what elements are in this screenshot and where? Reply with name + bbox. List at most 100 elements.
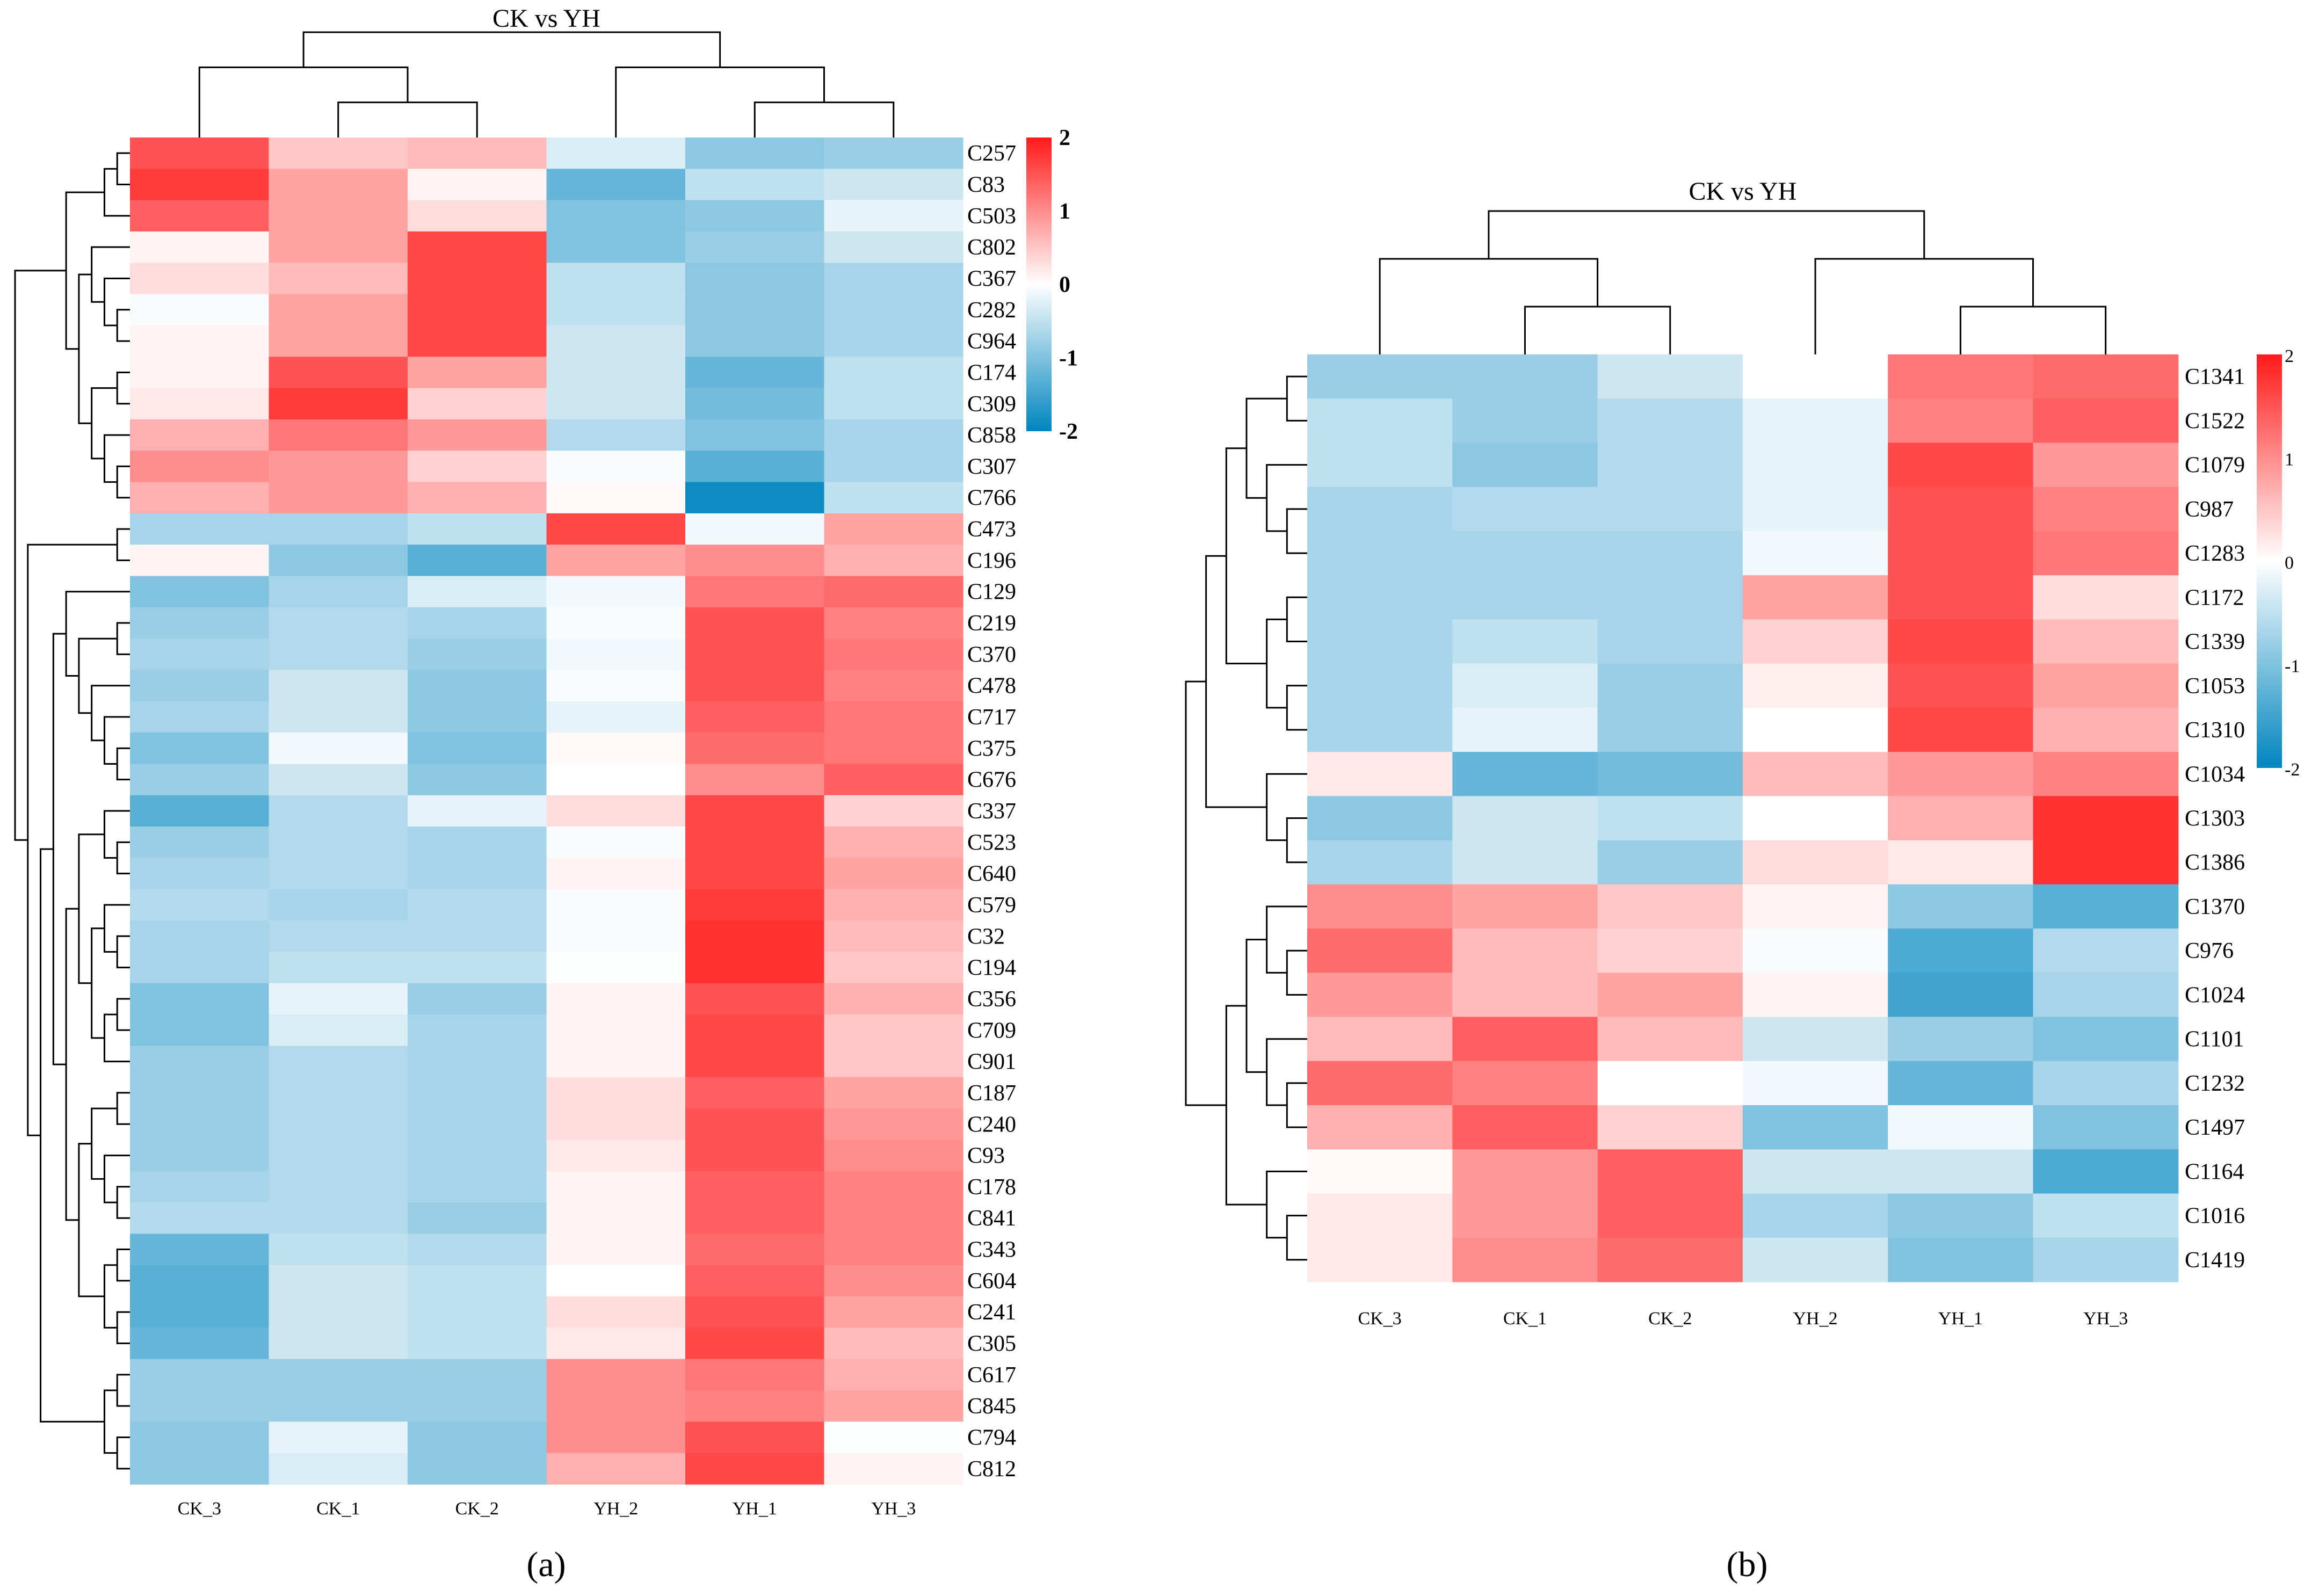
row-label: C367 — [967, 266, 1016, 291]
heatmap-cell — [2033, 1017, 2179, 1062]
heatmap-cell — [546, 169, 686, 201]
heatmap-cell — [1597, 1105, 1743, 1150]
row-label: C375 — [967, 736, 1016, 761]
heatmap-cell — [408, 1108, 547, 1141]
heatmap-cell — [1888, 663, 2034, 708]
heatmap-cell — [408, 920, 547, 953]
heatmap-cell — [1597, 1237, 1743, 1282]
heatmap-cell — [824, 451, 963, 483]
heatmap-cell — [1888, 1149, 2034, 1194]
row-label: C241 — [967, 1300, 1016, 1325]
row-label: C1341 — [2185, 365, 2245, 389]
row-dendrogram-link — [1266, 1170, 1307, 1239]
row-label: C1522 — [2185, 409, 2245, 433]
row-dendrogram-link — [116, 309, 130, 342]
row-dendrogram-link — [1185, 680, 1227, 1106]
heatmap-cell — [1452, 1237, 1598, 1282]
heatmap-cell — [408, 607, 547, 639]
heatmap-cell — [824, 795, 963, 827]
heatmap-cell — [1597, 752, 1743, 796]
heatmap-cell — [1888, 796, 2034, 841]
heatmap-cell — [269, 889, 408, 921]
heatmap-cell — [2033, 707, 2179, 752]
column-label: YH_1 — [733, 1499, 777, 1519]
column-dendrogram-link — [1959, 306, 2107, 354]
heatmap-cell — [546, 263, 686, 295]
heatmap-cell — [824, 1046, 963, 1078]
heatmap-cell — [824, 764, 963, 796]
column-dendrogram-link — [1524, 306, 1671, 354]
row-label: C579 — [967, 893, 1016, 918]
row-dendrogram-link — [1286, 1082, 1307, 1128]
heatmap-cell — [130, 732, 270, 765]
heatmap-cell — [269, 137, 408, 169]
heatmap-cell — [1452, 973, 1598, 1018]
row-label: C309 — [967, 392, 1016, 417]
heatmap-cell — [1888, 840, 2034, 885]
heatmap-cell — [1452, 1105, 1598, 1150]
heatmap-cell — [269, 1421, 408, 1454]
row-label: C976 — [2185, 939, 2234, 963]
heatmap-cell — [546, 231, 686, 263]
heatmap-cell — [1307, 575, 1453, 620]
heatmap-cell — [685, 1390, 825, 1422]
heatmap-cell — [546, 576, 686, 608]
row-dendrogram-link — [78, 273, 92, 424]
heatmap-cell — [685, 764, 825, 796]
heatmap-cell — [269, 325, 408, 357]
heatmap-cell — [824, 701, 963, 733]
heatmap-cell — [824, 1077, 963, 1109]
heatmap-cell — [1888, 1105, 2034, 1150]
heatmap-cell — [1452, 1193, 1598, 1238]
heatmap-cell — [2033, 619, 2179, 664]
column-label: YH_3 — [2083, 1309, 2128, 1329]
heatmap-cell — [685, 858, 825, 890]
row-label: C1024 — [2185, 983, 2245, 1007]
heatmap-cell — [546, 357, 686, 389]
heatmap-cell — [1888, 1237, 2034, 1282]
row-dendrogram-link — [52, 633, 67, 1065]
heatmap-cell — [685, 545, 825, 577]
heatmap-cell — [269, 200, 408, 232]
heatmap-cell — [685, 513, 825, 545]
heatmap-cell — [1452, 487, 1598, 532]
heatmap-cell — [269, 1265, 408, 1297]
heatmap-cell — [1742, 1017, 1888, 1062]
row-dendrogram-link — [116, 1249, 130, 1282]
row-dendrogram-link — [91, 387, 118, 460]
heatmap-cell — [408, 701, 547, 733]
heatmap-cell — [2033, 531, 2179, 576]
legend-tick-label: 2 — [2285, 346, 2294, 366]
heatmap-cell — [408, 1421, 547, 1454]
row-dendrogram-link — [1266, 1038, 1307, 1106]
heatmap-cell — [685, 920, 825, 953]
heatmap-cell — [685, 1453, 825, 1485]
heatmap-cell — [1597, 884, 1743, 929]
row-label: C178 — [967, 1175, 1016, 1200]
heatmap-cell — [685, 1077, 825, 1109]
heatmap-cell — [824, 983, 963, 1015]
row-dendrogram-link — [91, 246, 130, 303]
column-label: YH_1 — [1938, 1309, 1983, 1329]
heatmap-cell — [1742, 796, 1888, 841]
heatmap-cell — [824, 1108, 963, 1141]
heatmap-cell — [824, 732, 963, 765]
column-dendrogram-link — [1488, 210, 1925, 259]
row-dendrogram-link — [116, 841, 130, 875]
heatmap-cell — [824, 1014, 963, 1047]
heatmap-cell — [824, 858, 963, 890]
row-label: C473 — [967, 517, 1016, 542]
heatmap-cell — [546, 137, 686, 169]
heatmap-cell — [130, 451, 270, 483]
heatmap-cell — [1742, 752, 1888, 796]
heatmap-cell — [1307, 752, 1453, 796]
column-label: YH_3 — [871, 1499, 916, 1519]
row-dendrogram-link — [116, 528, 130, 561]
heatmap-cell — [824, 294, 963, 326]
heatmap-cell — [130, 889, 270, 921]
legend-tick-label: 0 — [1059, 273, 1070, 298]
heatmap-cell — [130, 1046, 270, 1078]
row-label: C478 — [967, 674, 1016, 699]
heatmap-cell — [269, 983, 408, 1015]
heatmap-cell — [685, 795, 825, 827]
